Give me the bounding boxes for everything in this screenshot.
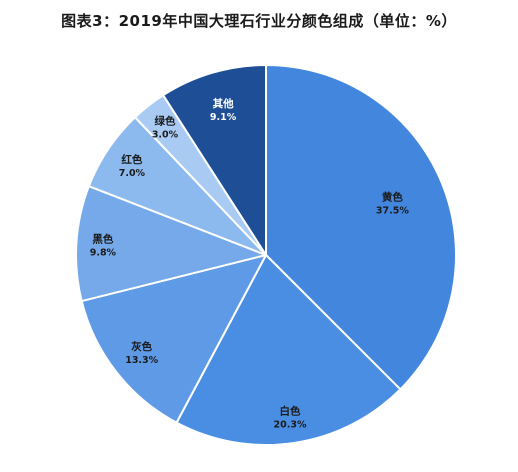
slice-value-label: 13.3%: [125, 355, 158, 366]
pie-slice: [175, 254, 402, 446]
pie-labels: 黄色 37.5% 白色 20.3% 灰色 13.3% 黑色 9.8% 红色 7.0% 绿色 3.0% 其…: [90, 97, 410, 430]
pie-slice: [265, 64, 457, 391]
slice-value-label: 7.0%: [119, 168, 146, 179]
pie-slice: [80, 254, 267, 424]
slice-name-label: 其他: [213, 97, 234, 110]
slice-value-label: 3.0%: [152, 130, 179, 141]
slice-name-label: 黄色: [382, 191, 403, 204]
slice-name-label: 黑色: [92, 233, 113, 246]
slice-name-label: 绿色: [155, 115, 176, 128]
pie-slice: [75, 185, 267, 303]
pie-slices: [75, 64, 457, 446]
slice-name-label: 白色: [280, 405, 301, 418]
slice-value-label: 37.5%: [376, 206, 409, 217]
slice-value-label: 20.3%: [274, 420, 307, 431]
chart-title: 图表3：2019年中国大理石行业分颜色组成（单位：%）: [61, 12, 457, 30]
slice-name-label: 红色: [121, 153, 142, 166]
slice-name-label: 灰色: [131, 340, 152, 353]
pie-slice: [162, 64, 267, 256]
slice-value-label: 9.1%: [210, 112, 237, 123]
slice-value-label: 9.8%: [90, 248, 117, 259]
